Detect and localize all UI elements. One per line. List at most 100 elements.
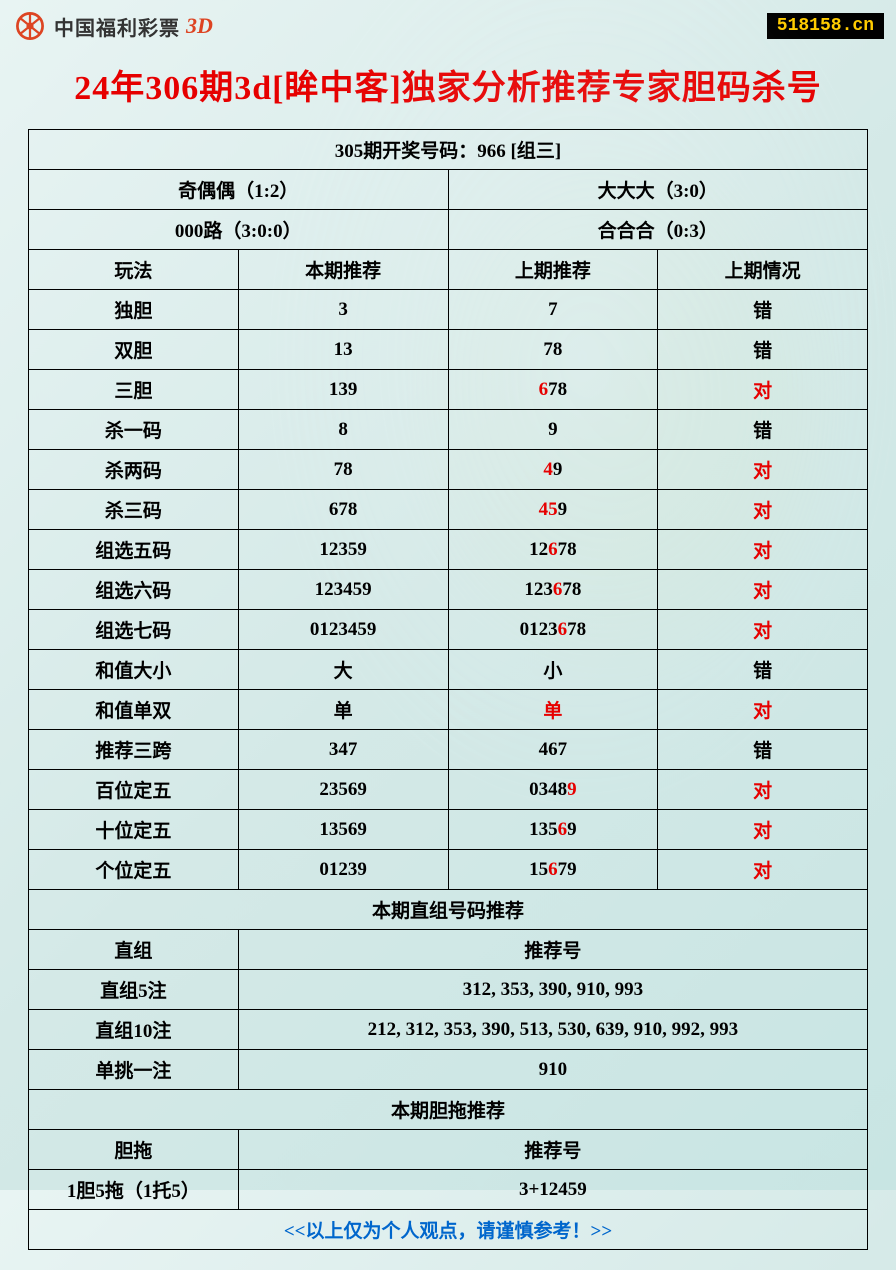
row-prev: 小	[448, 650, 658, 690]
row-current: 139	[238, 370, 448, 410]
main-table: 305期开奖号码：966 [组三] 奇偶偶（1:2） 大大大（3:0） 000路…	[28, 129, 868, 1250]
row-value: 910	[238, 1050, 867, 1090]
row-result: 对	[658, 490, 868, 530]
table-row: 三胆139678对	[29, 370, 868, 410]
row-current: 678	[238, 490, 448, 530]
section-title: 本期胆拖推荐	[29, 1090, 868, 1130]
row-current: 78	[238, 450, 448, 490]
row-name: 杀两码	[29, 450, 239, 490]
row-result: 对	[658, 530, 868, 570]
row-name: 组选七码	[29, 610, 239, 650]
logo-3d: 3D	[186, 13, 213, 39]
table-row: 组选六码123459123678对	[29, 570, 868, 610]
logo-area: 中国福利彩票 3D	[12, 8, 213, 44]
row-name: 推荐三跨	[29, 730, 239, 770]
row-result: 对	[658, 610, 868, 650]
row-current: 大	[238, 650, 448, 690]
row-name: 百位定五	[29, 770, 239, 810]
table-row: 百位定五2356903489对	[29, 770, 868, 810]
row-value: 312, 353, 390, 910, 993	[238, 970, 867, 1010]
col-header: 胆拖	[29, 1130, 239, 1170]
row-name: 和值单双	[29, 690, 239, 730]
col-header: 玩法	[29, 250, 239, 290]
row-value: 212, 312, 353, 390, 513, 530, 639, 910, …	[238, 1010, 867, 1050]
page-title: 24年306期3d[眸中客]独家分析推荐专家胆码杀号	[0, 48, 896, 129]
row-result: 对	[658, 370, 868, 410]
logo-text: 中国福利彩票	[54, 12, 180, 41]
summary-cell: 000路（3:0:0）	[29, 210, 449, 250]
table-row: 杀三码678459对	[29, 490, 868, 530]
col-header: 直组	[29, 930, 239, 970]
row-prev: 459	[448, 490, 658, 530]
table-row: 组选五码1235912678对	[29, 530, 868, 570]
header: 中国福利彩票 3D 518158.cn	[0, 0, 896, 48]
table-row: 和值大小大小错	[29, 650, 868, 690]
summary-cell: 合合合（0:3）	[448, 210, 868, 250]
row-result: 错	[658, 730, 868, 770]
row-name: 双胆	[29, 330, 239, 370]
row-result: 错	[658, 290, 868, 330]
url-badge: 518158.cn	[767, 13, 884, 39]
row-name: 单挑一注	[29, 1050, 239, 1090]
row-result: 对	[658, 690, 868, 730]
table-row: 直组5注312, 353, 390, 910, 993	[29, 970, 868, 1010]
draw-info: 305期开奖号码：966 [组三]	[29, 130, 868, 170]
row-result: 对	[658, 770, 868, 810]
row-current: 12359	[238, 530, 448, 570]
row-prev: 467	[448, 730, 658, 770]
summary-cell: 奇偶偶（1:2）	[29, 170, 449, 210]
row-prev: 15679	[448, 850, 658, 890]
row-name: 直组5注	[29, 970, 239, 1010]
row-result: 对	[658, 810, 868, 850]
row-result: 错	[658, 330, 868, 370]
table-row: 个位定五0123915679对	[29, 850, 868, 890]
row-result: 对	[658, 570, 868, 610]
row-name: 直组10注	[29, 1010, 239, 1050]
row-prev: 9	[448, 410, 658, 450]
row-prev: 12678	[448, 530, 658, 570]
table-row: 直组10注212, 312, 353, 390, 513, 530, 639, …	[29, 1010, 868, 1050]
row-current: 3	[238, 290, 448, 330]
row-name: 杀三码	[29, 490, 239, 530]
row-name: 十位定五	[29, 810, 239, 850]
row-prev: 678	[448, 370, 658, 410]
row-prev: 49	[448, 450, 658, 490]
col-header: 推荐号	[238, 1130, 867, 1170]
row-current: 单	[238, 690, 448, 730]
row-current: 01239	[238, 850, 448, 890]
table-row: 和值单双单单对	[29, 690, 868, 730]
col-header: 推荐号	[238, 930, 867, 970]
row-current: 8	[238, 410, 448, 450]
row-prev: 0123678	[448, 610, 658, 650]
row-result: 对	[658, 850, 868, 890]
row-name: 三胆	[29, 370, 239, 410]
row-name: 个位定五	[29, 850, 239, 890]
row-result: 对	[658, 450, 868, 490]
table-row: 杀两码7849对	[29, 450, 868, 490]
row-result: 错	[658, 410, 868, 450]
row-name: 组选六码	[29, 570, 239, 610]
row-name: 和值大小	[29, 650, 239, 690]
row-current: 347	[238, 730, 448, 770]
row-prev: 123678	[448, 570, 658, 610]
footer-note: <<以上仅为个人观点，请谨慎参考！>>	[29, 1210, 868, 1250]
row-prev: 7	[448, 290, 658, 330]
row-result: 错	[658, 650, 868, 690]
row-prev: 03489	[448, 770, 658, 810]
row-name: 独胆	[29, 290, 239, 330]
row-current: 13569	[238, 810, 448, 850]
table-row: 独胆37错	[29, 290, 868, 330]
table-row: 十位定五1356913569对	[29, 810, 868, 850]
row-name: 杀一码	[29, 410, 239, 450]
row-name: 组选五码	[29, 530, 239, 570]
row-current: 0123459	[238, 610, 448, 650]
row-prev: 13569	[448, 810, 658, 850]
lottery-logo-icon	[12, 8, 48, 44]
row-prev: 78	[448, 330, 658, 370]
row-current: 123459	[238, 570, 448, 610]
table-row: 杀一码89错	[29, 410, 868, 450]
table-row: 推荐三跨347467错	[29, 730, 868, 770]
col-header: 上期情况	[658, 250, 868, 290]
table-row: 单挑一注910	[29, 1050, 868, 1090]
table-row: 双胆1378错	[29, 330, 868, 370]
